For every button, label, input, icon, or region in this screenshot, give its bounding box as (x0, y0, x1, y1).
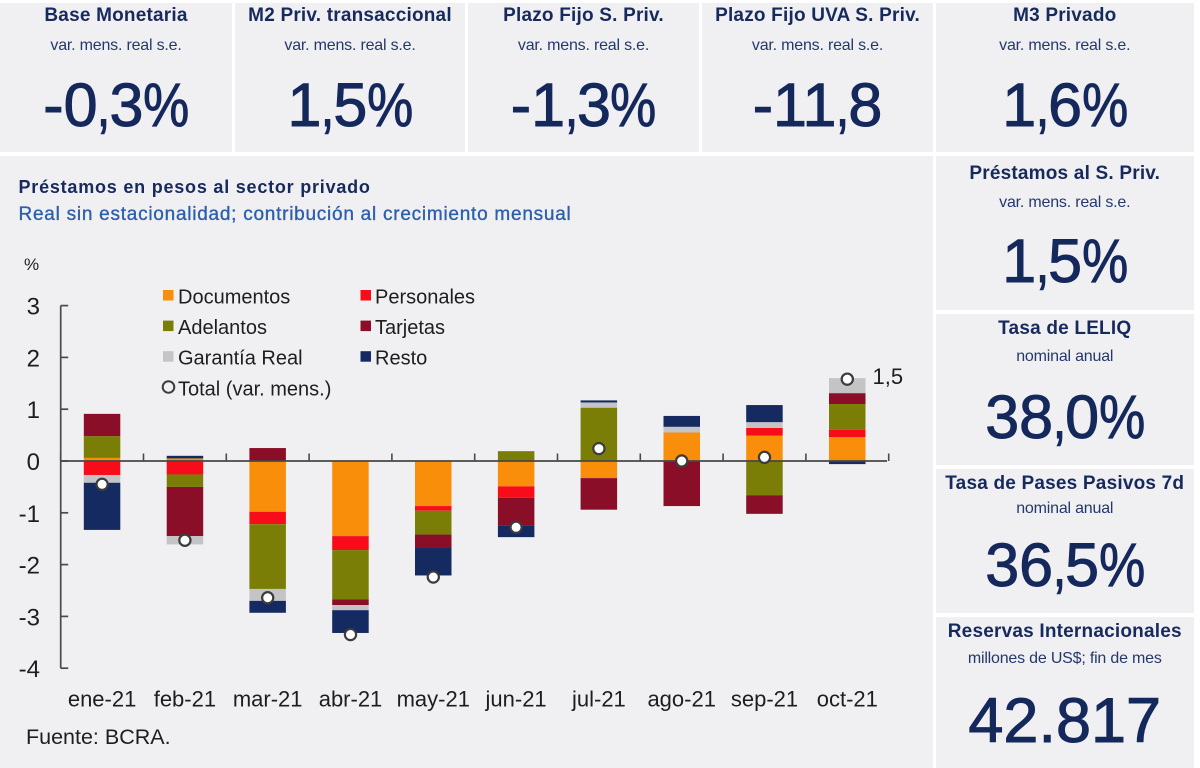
svg-text:Personales: Personales (375, 287, 475, 309)
svg-text:3: 3 (27, 294, 40, 321)
svg-text:1,5: 1,5 (873, 364, 904, 389)
svg-text:1: 1 (27, 397, 40, 424)
svg-text:abr-21: abr-21 (319, 686, 383, 711)
svg-text:ago-21: ago-21 (647, 686, 716, 711)
svg-text:-1: -1 (19, 501, 40, 528)
svg-text:Fuente: BCRA.: Fuente: BCRA. (26, 725, 171, 749)
svg-text:%: % (24, 255, 39, 274)
svg-text:jun-21: jun-21 (485, 686, 547, 711)
svg-text:Resto: Resto (375, 348, 427, 370)
svg-text:feb-21: feb-21 (154, 686, 216, 711)
svg-text:ene-21: ene-21 (68, 686, 137, 711)
svg-text:0: 0 (27, 449, 40, 476)
svg-text:jul-21: jul-21 (571, 686, 626, 711)
svg-text:oct-21: oct-21 (817, 686, 878, 711)
svg-text:Garantía Real: Garantía Real (178, 348, 303, 370)
svg-text:Adelantos: Adelantos (178, 317, 267, 339)
svg-text:Tarjetas: Tarjetas (375, 317, 445, 339)
svg-text:sep-21: sep-21 (731, 686, 798, 711)
svg-text:-3: -3 (19, 604, 40, 631)
svg-text:mar-21: mar-21 (233, 686, 303, 711)
svg-text:-4: -4 (19, 656, 40, 683)
svg-text:Total (var. mens.): Total (var. mens.) (178, 378, 331, 400)
svg-text:Documentos: Documentos (178, 287, 290, 309)
svg-text:may-21: may-21 (397, 686, 470, 711)
svg-text:2: 2 (27, 345, 40, 372)
svg-text:-2: -2 (19, 553, 40, 580)
